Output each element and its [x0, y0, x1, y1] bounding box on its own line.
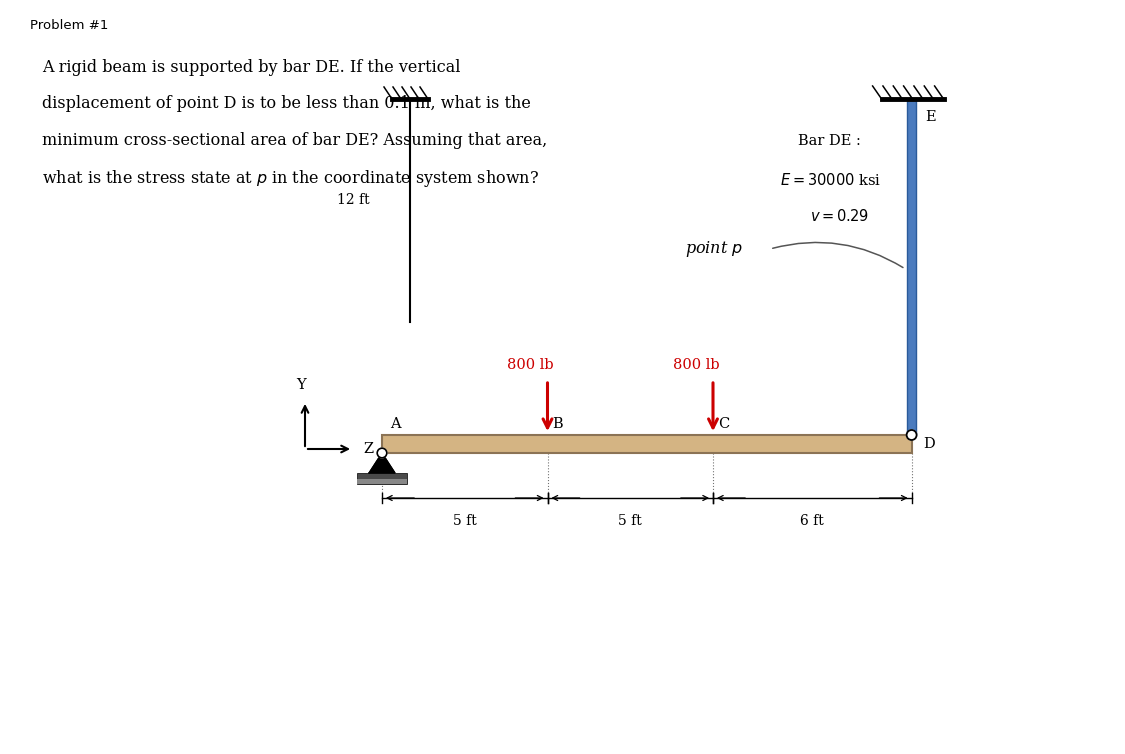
Text: A: A — [390, 417, 400, 431]
Text: $E = 30000$ ksi: $E = 30000$ ksi — [780, 172, 881, 188]
Circle shape — [377, 448, 387, 458]
Bar — [357, 479, 407, 484]
Text: 800 lb: 800 lb — [507, 358, 555, 372]
Circle shape — [907, 430, 917, 440]
Text: 800 lb: 800 lb — [673, 358, 720, 372]
Text: C: C — [718, 417, 729, 431]
Text: Z: Z — [363, 442, 374, 456]
Bar — [908, 99, 916, 435]
Bar — [357, 473, 407, 484]
Text: E: E — [926, 110, 936, 124]
Text: B: B — [552, 417, 564, 431]
Text: minimum cross-sectional area of bar DE? Assuming that area,: minimum cross-sectional area of bar DE? … — [42, 132, 547, 149]
Bar — [382, 435, 911, 453]
Text: $v = 0.29$: $v = 0.29$ — [810, 208, 870, 224]
Text: D: D — [924, 437, 935, 451]
Polygon shape — [369, 453, 395, 473]
Text: what is the stress state at $p$ in the coordinate system shown?: what is the stress state at $p$ in the c… — [42, 168, 539, 189]
Text: 12 ft: 12 ft — [338, 194, 370, 207]
Text: 5 ft: 5 ft — [453, 514, 477, 528]
Text: point $p$: point $p$ — [685, 239, 744, 259]
Text: displacement of point D is to be less than 0.1 in, what is the: displacement of point D is to be less th… — [42, 96, 531, 112]
Text: A rigid beam is supported by bar DE. If the vertical: A rigid beam is supported by bar DE. If … — [42, 59, 460, 76]
Text: 5 ft: 5 ft — [619, 514, 642, 528]
Text: Bar DE :: Bar DE : — [798, 134, 861, 148]
Text: Problem #1: Problem #1 — [30, 19, 108, 32]
Text: 6 ft: 6 ft — [800, 514, 825, 528]
Text: Y: Y — [296, 378, 306, 392]
